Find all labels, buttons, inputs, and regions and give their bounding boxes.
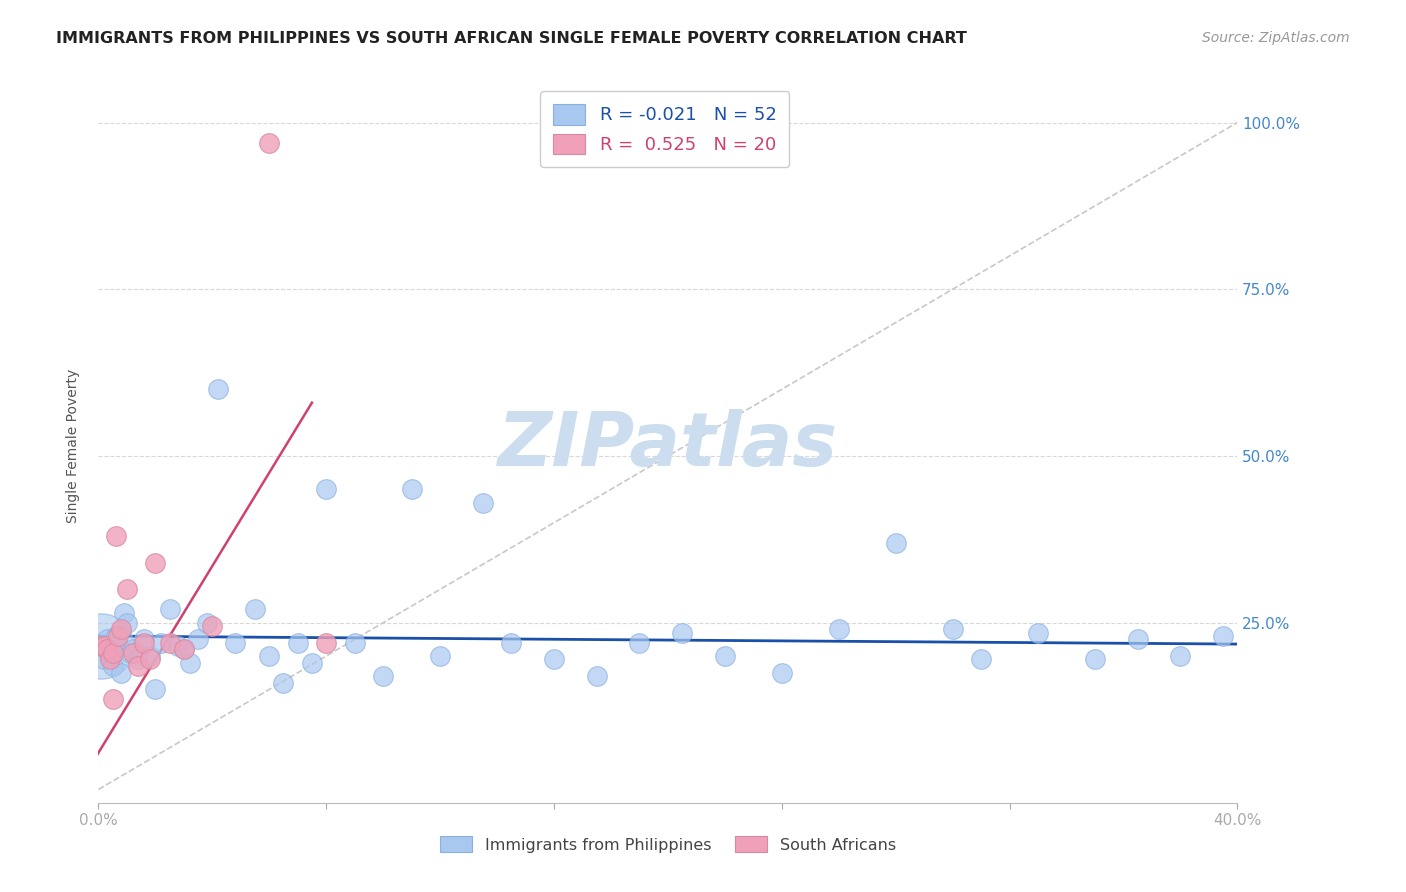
Point (195, 615, 218, 630)
Point (315, 636, 337, 650)
Point (543, 652, 565, 666)
Point (159, 602, 181, 616)
Point (101, 646, 124, 660)
Point (243, 602, 266, 616)
Point (98, 649, 121, 664)
Point (471, 496, 494, 510)
Point (1170, 649, 1192, 664)
Point (107, 629, 129, 643)
Point (173, 642, 195, 657)
Point (127, 652, 149, 666)
Point (138, 652, 160, 666)
Point (90, 639, 112, 653)
Text: IMMIGRANTS FROM PHILIPPINES VS SOUTH AFRICAN SINGLE FEMALE POVERTY CORRELATION C: IMMIGRANTS FROM PHILIPPINES VS SOUTH AFR… (56, 31, 967, 46)
Point (301, 656, 323, 670)
Point (112, 606, 135, 620)
Point (187, 632, 209, 647)
Point (145, 556, 167, 570)
Point (101, 692, 124, 706)
Point (884, 535, 907, 549)
Point (315, 483, 337, 497)
Point (770, 665, 793, 680)
Point (167, 639, 190, 653)
Point (90, 639, 112, 653)
Point (115, 615, 138, 630)
Point (259, 136, 281, 150)
Point (628, 636, 651, 650)
Point (401, 483, 423, 497)
Point (93, 639, 115, 653)
Legend: Immigrants from Philippines, South Africans: Immigrants from Philippines, South Afric… (433, 830, 903, 859)
Point (107, 639, 129, 653)
Point (201, 619, 224, 633)
Point (671, 625, 693, 640)
Point (942, 623, 965, 637)
Point (273, 675, 295, 690)
Point (127, 659, 149, 673)
Point (118, 646, 141, 660)
Point (132, 636, 155, 650)
Point (173, 642, 195, 657)
Point (828, 623, 851, 637)
Point (121, 646, 143, 660)
Point (179, 656, 201, 670)
Point (1212, 629, 1234, 643)
Point (145, 682, 167, 697)
Point (287, 636, 309, 650)
Text: Source: ZipAtlas.com: Source: ZipAtlas.com (1202, 31, 1350, 45)
Text: ZIPatlas: ZIPatlas (498, 409, 838, 483)
Point (429, 649, 451, 664)
Point (343, 636, 366, 650)
Point (98, 652, 121, 666)
Point (110, 623, 132, 637)
Point (159, 636, 181, 650)
Point (259, 649, 281, 664)
Point (373, 669, 395, 683)
Point (1026, 625, 1049, 640)
Point (1084, 652, 1107, 666)
Point (96, 642, 118, 657)
Point (224, 636, 246, 650)
Point (714, 649, 737, 664)
Point (150, 636, 173, 650)
Point (104, 629, 127, 643)
Point (585, 669, 607, 683)
Point (104, 529, 127, 543)
Point (96, 632, 118, 647)
Point (501, 636, 523, 650)
Point (132, 632, 155, 647)
Point (93, 652, 115, 666)
Y-axis label: Single Female Poverty: Single Female Poverty (66, 369, 80, 523)
Point (101, 659, 124, 673)
Point (1126, 632, 1149, 647)
Point (121, 642, 143, 657)
Point (138, 649, 160, 664)
Point (970, 652, 993, 666)
Point (115, 582, 138, 597)
Point (207, 382, 229, 396)
Point (110, 665, 132, 680)
